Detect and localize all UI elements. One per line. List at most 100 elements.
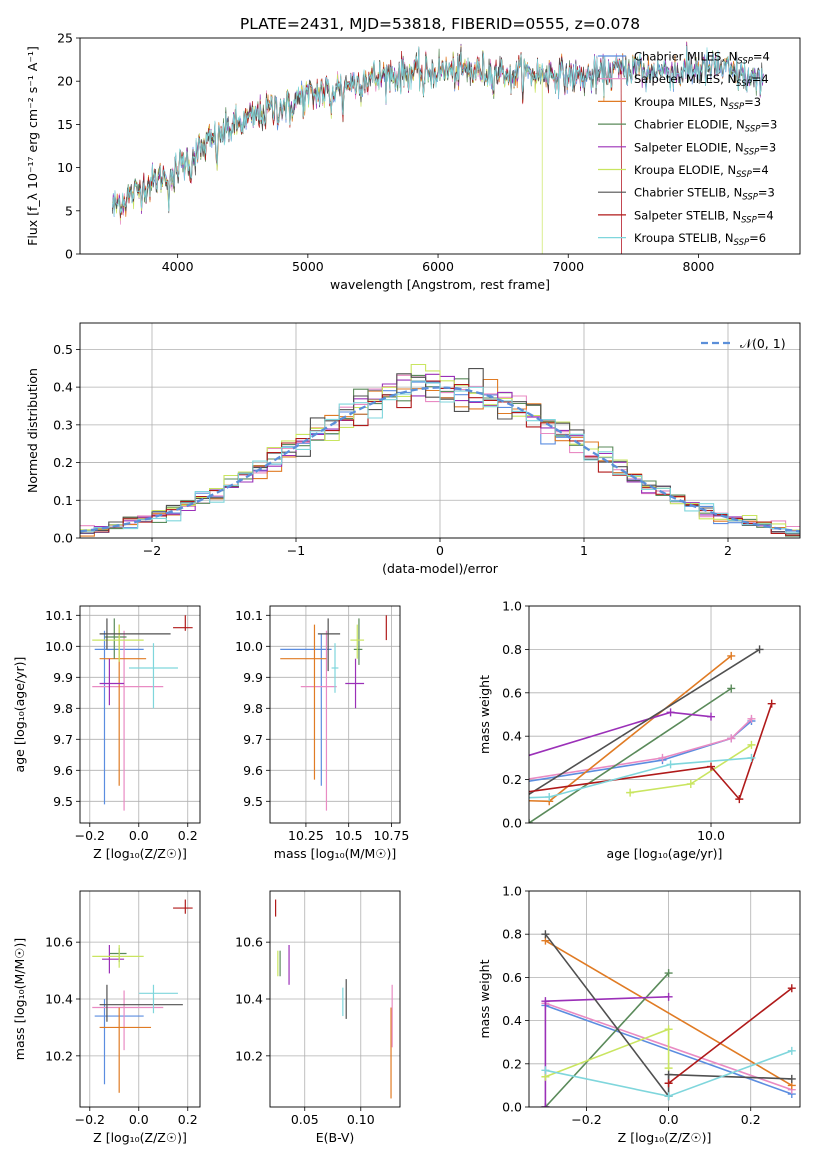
- weight-marker: [686, 779, 695, 788]
- panel-spectrum: 4000 5000 6000 7000 8000 0 5 10 15 20 25 wavelength…: [25, 31, 801, 292]
- axes-frame: [79, 605, 201, 824]
- weight-marker: [626, 788, 635, 797]
- weight-marker: [383, 799, 391, 807]
- weight-marker: [664, 1079, 673, 1088]
- legend-label: 𝒩(0, 1): [740, 336, 786, 351]
- x-tick-label: 0.0: [129, 828, 149, 843]
- weight-marker: [664, 969, 673, 978]
- weight-marker: [541, 930, 550, 939]
- weight-marker: [664, 1025, 673, 1034]
- weight-marker: [541, 1066, 550, 1075]
- plot-area: [280, 615, 387, 811]
- weight-marker: [727, 684, 736, 693]
- y-axis-label: age [log₁₀(age/yr)]: [12, 657, 27, 773]
- x-tick-label: −1: [287, 543, 305, 558]
- y-tick-label: 0: [65, 247, 73, 262]
- x-tick-label: −0.2: [75, 828, 105, 843]
- y-tick-label: 15: [57, 117, 73, 132]
- y-tick-label: 10.6: [235, 935, 263, 950]
- histogram-step: [80, 363, 800, 531]
- normal-curve: [80, 386, 800, 533]
- y-tick-label: 0.6: [502, 685, 522, 700]
- y-tick-label: 1.0: [502, 884, 522, 899]
- panel-mass-vs-EBV: 0.05 0.10 10.2 10.4 10.6 E(B-V): [235, 890, 401, 1145]
- y-tick-label: 0.8: [502, 642, 522, 657]
- x-tick-label: 0: [436, 543, 444, 558]
- weight-marker: [658, 753, 667, 762]
- weight-marker: [664, 1070, 673, 1079]
- legend-label: Kroupa STELIB, NSSP=6: [634, 231, 766, 248]
- weight-line: [545, 1028, 670, 1078]
- weight-line: [529, 687, 732, 823]
- panel-weight-vs-age: 10.0 0.0 0.2 0.4 0.6 0.8 1.0 age [log₁₀(age/yr)…: [383, 599, 801, 861]
- x-tick-label: −0.2: [75, 1112, 105, 1127]
- x-tick-label: 0.2: [741, 1112, 761, 1127]
- y-tick-label: 9.5: [53, 794, 73, 809]
- weight-marker: [787, 1074, 796, 1083]
- weight-marker: [735, 795, 744, 804]
- panel-weight-vs-Z: −0.2 0.0 0.2 0.0 0.2 0.4 0.6 0.8 1.0 Z [log₁₀(Z/Z…: [477, 884, 801, 1145]
- weight-marker: [787, 1046, 796, 1055]
- x-tick-label: 5000: [292, 259, 324, 274]
- y-tick-label: 10.2: [45, 1048, 73, 1063]
- y-tick-label: 20: [57, 74, 73, 89]
- axes-frame: [79, 890, 201, 1108]
- weight-marker: [666, 760, 675, 769]
- legend-label: Chabrier ELODIE, NSSP=3: [634, 118, 777, 135]
- x-tick-label: 10.25: [288, 828, 324, 843]
- y-tick-label: 9.9: [53, 670, 73, 685]
- weight-line: [544, 940, 793, 1087]
- y-axis-label: mass weight: [477, 675, 492, 754]
- x-axis-label: wavelength [Angstrom, rest frame]: [330, 277, 550, 292]
- y-tick-label: 9.7: [53, 732, 73, 747]
- axes-frame: [269, 605, 401, 824]
- x-tick-label: 6000: [422, 259, 454, 274]
- weight-marker: [545, 792, 554, 801]
- y-axis-label: Normed distribution: [25, 368, 40, 493]
- weight-marker: [747, 714, 756, 723]
- weight-line: [529, 648, 761, 796]
- y-tick-label: 10.0: [235, 639, 263, 654]
- axes-frame: [528, 890, 801, 1108]
- weight-marker: [787, 984, 796, 993]
- x-tick-label: 10.5: [335, 828, 363, 843]
- y-tick-label: 9.8: [53, 701, 73, 716]
- weight-marker: [707, 762, 716, 771]
- y-tick-label: 9.7: [243, 732, 263, 747]
- figure-title: PLATE=2431, MJD=53818, FIBERID=0555, z=0…: [240, 15, 640, 33]
- y-tick-label: 10.4: [45, 992, 73, 1007]
- weight-line: [544, 972, 670, 1107]
- axes-frame: [528, 605, 801, 824]
- y-axis-label: mass weight: [477, 959, 492, 1038]
- y-tick-label: 0.2: [53, 455, 73, 470]
- x-tick-label: 0.0: [129, 1112, 149, 1127]
- x-tick-label: 10.0: [697, 828, 725, 843]
- x-axis-label: age [log₁₀(age/yr)]: [607, 846, 723, 861]
- weight-line: [544, 996, 669, 1107]
- weight-marker: [747, 740, 756, 749]
- plot-area: [92, 899, 193, 1093]
- x-tick-label: 7000: [552, 259, 584, 274]
- plot-area: [80, 363, 800, 537]
- y-tick-label: 0.2: [502, 1056, 522, 1071]
- y-tick-label: 10.0: [45, 639, 73, 654]
- x-tick-label: 10.75: [374, 828, 410, 843]
- y-tick-label: 10.1: [235, 608, 263, 623]
- legend-label: Kroupa MILES, NSSP=3: [634, 95, 761, 112]
- weight-marker: [424, 802, 432, 810]
- y-tick-label: 0.0: [502, 1100, 522, 1115]
- y-tick-label: 0.4: [53, 380, 73, 395]
- weight-marker: [727, 651, 736, 660]
- y-tick-label: 0.8: [502, 927, 522, 942]
- y-tick-label: 0.0: [53, 531, 73, 546]
- plot-area: [541, 930, 796, 1107]
- y-tick-label: 10.1: [45, 608, 73, 623]
- y-tick-label: 9.5: [243, 794, 263, 809]
- y-tick-label: 10.6: [45, 935, 73, 950]
- weight-marker: [383, 786, 391, 794]
- legend-label: Chabrier STELIB, NSSP=3: [634, 186, 775, 203]
- weight-line: [668, 987, 793, 1084]
- plot-area: [383, 645, 776, 823]
- x-tick-label: 2: [724, 543, 732, 558]
